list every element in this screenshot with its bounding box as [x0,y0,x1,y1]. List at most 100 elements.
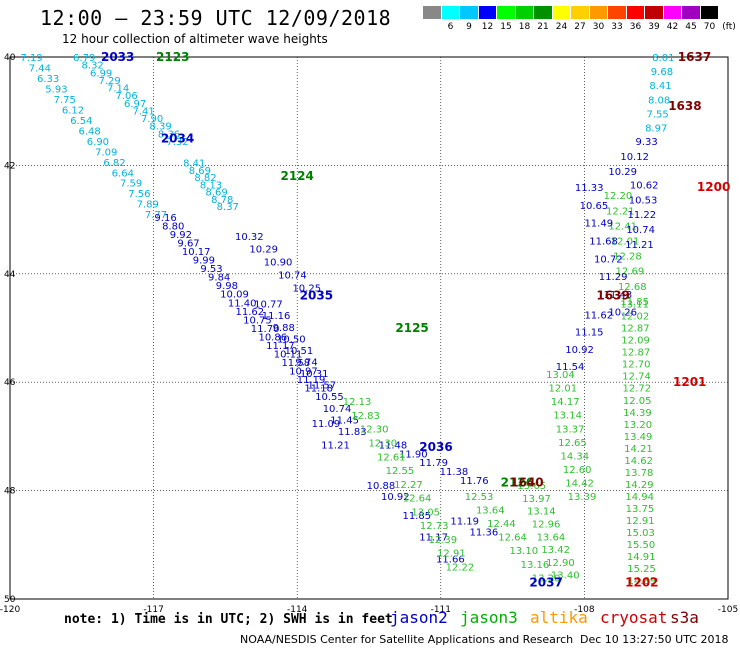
colorbar-swatch [682,6,701,19]
wave-height-value: 6.48 [78,126,100,137]
wave-height-value: 10.74 [323,404,352,415]
wave-height-value: 12.22 [446,562,475,573]
wave-height-value: 11.38 [440,467,469,478]
colorbar-swatch [589,6,608,19]
wave-height-value: 8.78 [211,195,233,206]
wave-height-value: 13.14 [527,507,556,518]
wave-height-value: 13.11 [620,300,649,311]
wave-height-value: 8.80 [162,221,184,232]
colorbar-label: 27 [574,22,586,32]
wave-height-value: 8.39 [149,122,171,133]
wave-height-value: 11.09 [312,419,341,430]
longitude-tick-label: -105 [718,605,738,615]
wave-height-value: 8.32 [82,61,104,72]
wave-height-value: 13.16 [521,560,550,571]
wave-height-value: 12.90 [546,558,575,569]
colorbar-swatch [460,6,479,19]
wave-height-value: 15.50 [627,540,656,551]
wave-height-value: 11.17 [266,341,295,352]
wave-height-value: 6.90 [87,137,109,148]
wave-height-value: 12.39 [428,535,457,546]
wave-height-value: 11.36 [470,527,499,538]
wave-height-value: 5.93 [45,84,67,95]
wave-height-value: 11.85 [403,511,432,522]
colorbar-label: 33 [611,22,623,32]
satellite-legend-altika: altika [530,608,588,627]
wave-height-value: 9.68 [651,67,673,78]
wave-height-value: 7.41 [132,106,154,117]
colorbar-label: 24 [555,22,568,32]
wave-height-value: 12.44 [487,519,516,530]
colorbar-label: 18 [518,22,531,32]
wave-height-value: 9.99 [193,256,215,267]
wave-height-value: 8.13 [200,180,222,191]
wave-height-value: 10.90 [264,258,293,269]
wave-height-value: 10.72 [594,254,623,265]
wave-height-value: 10.88 [367,481,396,492]
wave-height-value: 12.60 [563,465,592,476]
latitude-tick-label: 44 [4,270,16,280]
wave-height-value: 11.48 [379,441,408,452]
wave-height-value: 11.85 [620,297,649,308]
wave-height-value: 10.74 [278,270,307,281]
wave-height-value: 11.19 [450,516,479,527]
wave-height-value: 11.18 [304,384,333,395]
wave-height-value: 12.87 [621,324,650,335]
wave-height-value: 10.53 [629,195,658,206]
pass-number-label: 1637 [678,50,711,64]
wave-height-value: 8.36 [158,129,180,140]
wave-height-value: 14.29 [625,480,654,491]
wave-height-value: 14.21 [624,444,653,455]
wave-height-value: 8.41 [183,159,205,170]
wave-height-value: 12.30 [360,425,389,436]
wave-height-value: 7.29 [99,76,121,87]
wave-height-value: 12.65 [558,438,587,449]
wave-height-value: 13.78 [625,468,654,479]
wave-height-value: 12.74 [622,372,651,383]
wave-height-value: 14.62 [624,456,653,467]
wave-height-value: 12.01 [549,384,578,395]
wave-height-value: 8.08 [648,95,670,106]
wave-height-value: 9.74 [295,358,317,369]
colorbar-label: 36 [629,22,642,32]
wave-height-value: 10.92 [381,492,410,503]
wave-height-value: 10.97 [289,367,318,378]
wave-height-value: 7.06 [115,91,137,102]
pass-number-label: 2035 [300,288,333,302]
wave-height-value: 11.58 [281,358,310,369]
wave-height-value: 11.22 [628,210,657,221]
wave-height-value: 12.87 [622,348,651,359]
wave-height-value: 13.75 [626,504,655,515]
wave-height-value: 6.33 [37,74,59,85]
satellite-legend-cryosat: cryosat [600,608,668,627]
wave-height-value: 12.69 [616,267,645,278]
wave-height-value: 12.09 [621,336,650,347]
wave-height-value: 13.20 [623,420,652,431]
wave-height-value: 7.14 [107,84,129,95]
wave-height-value: 9.67 [177,238,199,249]
wave-height-value: 12.01 [611,237,640,248]
wave-height-value: 11.19 [297,375,326,386]
wave-height-value: 6.97 [124,99,146,110]
wave-height-value: 10.09 [220,290,249,301]
map-frame [9,56,729,600]
wave-height-value: 13.05 [411,507,440,518]
wave-height-value: 11.49 [584,219,613,230]
wave-height-value: 8.41 [649,81,671,92]
colorbar-label: 6 [447,22,454,32]
wave-height-value: 11.62 [584,310,613,321]
wave-height-value: 13.04 [546,370,575,381]
wave-height-value: 12.68 [618,282,647,293]
longitude-tick-label: -111 [431,605,451,615]
colorbar-swatch [423,6,442,19]
wave-height-value: 8.97 [645,123,667,134]
pass-number-label: 1202 [625,576,658,590]
wave-height-value: 10.75 [243,315,272,326]
wave-height-value: 7.89 [137,200,159,211]
page-title: 12:00 — 23:59 UTC 12/09/2018 [40,6,392,30]
wave-height-value: 7.56 [128,189,150,200]
wave-height-value: 13.14 [553,411,582,422]
satellite-legend-jason2: jason2 [390,608,448,627]
wave-height-value: 13.42 [541,545,570,556]
colorbar-swatch [645,6,664,19]
